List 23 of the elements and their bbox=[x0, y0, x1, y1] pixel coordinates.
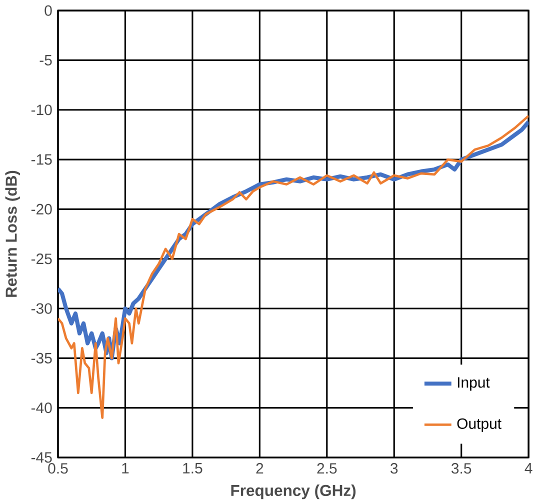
x-tick-label: 3 bbox=[390, 462, 398, 474]
x-tick-label: 3.5 bbox=[452, 462, 472, 474]
y-tick-label: -10 bbox=[31, 104, 52, 115]
y-tick-label: -25 bbox=[31, 253, 52, 264]
y-tick-label: -15 bbox=[31, 154, 52, 165]
legend-label: Input bbox=[458, 377, 490, 390]
legend-label: Output bbox=[457, 418, 502, 432]
y-tick-label: -35 bbox=[31, 352, 52, 364]
x-tick-label: 1 bbox=[122, 462, 129, 474]
y-tick-label: -30 bbox=[31, 302, 52, 314]
line-series bbox=[58, 114, 529, 419]
y-tick-label: -20 bbox=[31, 204, 52, 214]
y-tick-label: -40 bbox=[31, 402, 52, 413]
x-tick-label: 4 bbox=[524, 462, 532, 474]
y-tick-label: -5 bbox=[40, 54, 52, 66]
x-tick-label: 1.5 bbox=[183, 462, 202, 474]
x-tick-label: 2 bbox=[256, 462, 264, 474]
x-tick-label: 0.5 bbox=[48, 462, 68, 474]
y-axis-title: Return Loss (dB) bbox=[5, 170, 20, 297]
x-tick-label: 2.5 bbox=[317, 462, 337, 474]
y-tick-label: 0 bbox=[44, 5, 52, 16]
y-tick-label: -45 bbox=[31, 452, 52, 462]
x-axis-title: Frequency (GHz) bbox=[231, 484, 356, 499]
